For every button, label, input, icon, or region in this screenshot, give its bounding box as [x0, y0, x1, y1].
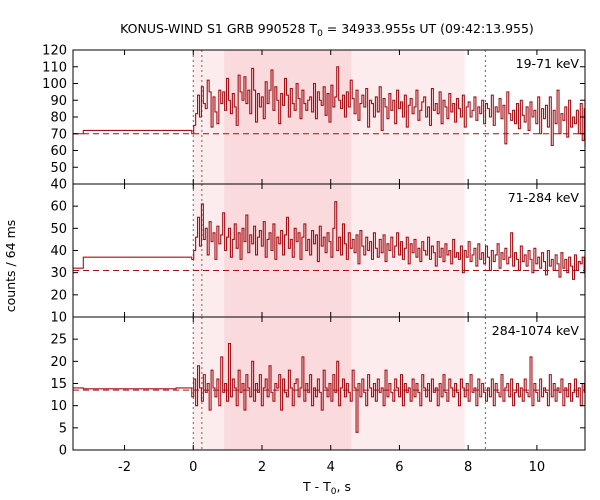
x-tick-label: 0	[189, 460, 197, 475]
y-tick-label: 100	[42, 77, 67, 92]
x-tick-label: 4	[327, 460, 335, 475]
panel-2: 10 20 30 40 50 60 71-284 keV	[50, 183, 586, 326]
x-tick-label: 6	[395, 460, 403, 475]
y-tick-label: 40	[50, 244, 67, 259]
y-tick-label: 20	[50, 288, 67, 303]
y-tick-label: 50	[50, 161, 67, 176]
x-tick-label: 2	[258, 460, 266, 475]
chart-title: KONUS-WIND S1 GRB 990528 T0 = 34933.955s…	[120, 21, 534, 39]
y-tick-label: 110	[42, 60, 67, 75]
y-tick-label: 120	[42, 44, 67, 59]
y-tick-label: 30	[50, 266, 67, 281]
shaded-interval-inner	[224, 184, 352, 317]
light-curve-series	[73, 66, 586, 148]
shaded-interval-inner	[224, 50, 352, 184]
y-tick-label: 80	[50, 111, 67, 126]
x-axis-label: T - T0, s	[302, 479, 351, 497]
y-tick-label: 60	[50, 144, 67, 159]
y-tick-label: 10	[50, 399, 67, 414]
energy-band-label: 19-71 keV	[516, 56, 580, 71]
x-tick-label: 8	[464, 460, 472, 475]
y-tick-label: 20	[50, 355, 67, 370]
y-tick-label: 60	[50, 200, 67, 215]
y-tick-label: 10	[50, 311, 67, 326]
y-tick-label: 90	[50, 94, 67, 109]
y-tick-label: 70	[50, 127, 67, 142]
x-tick-label: -2	[118, 460, 131, 475]
light-curve-series	[73, 343, 586, 433]
x-tick-label: 10	[529, 460, 546, 475]
y-tick-label: 15	[50, 377, 67, 392]
y-tick-label: 40	[50, 178, 67, 193]
energy-band-label: 284-1074 keV	[492, 323, 580, 338]
y-tick-label: 50	[50, 222, 67, 237]
energy-band-label: 71-284 keV	[508, 190, 580, 205]
y-axis-label: counts / 64 ms	[3, 220, 18, 313]
y-tick-label: 25	[50, 333, 67, 348]
panel-3: 0 5 10 15 20 25 284-1074 keV	[50, 316, 586, 459]
y-tick-label: 5	[59, 421, 67, 436]
y-tick-label: 0	[59, 444, 67, 459]
light-curve-series	[73, 201, 586, 280]
